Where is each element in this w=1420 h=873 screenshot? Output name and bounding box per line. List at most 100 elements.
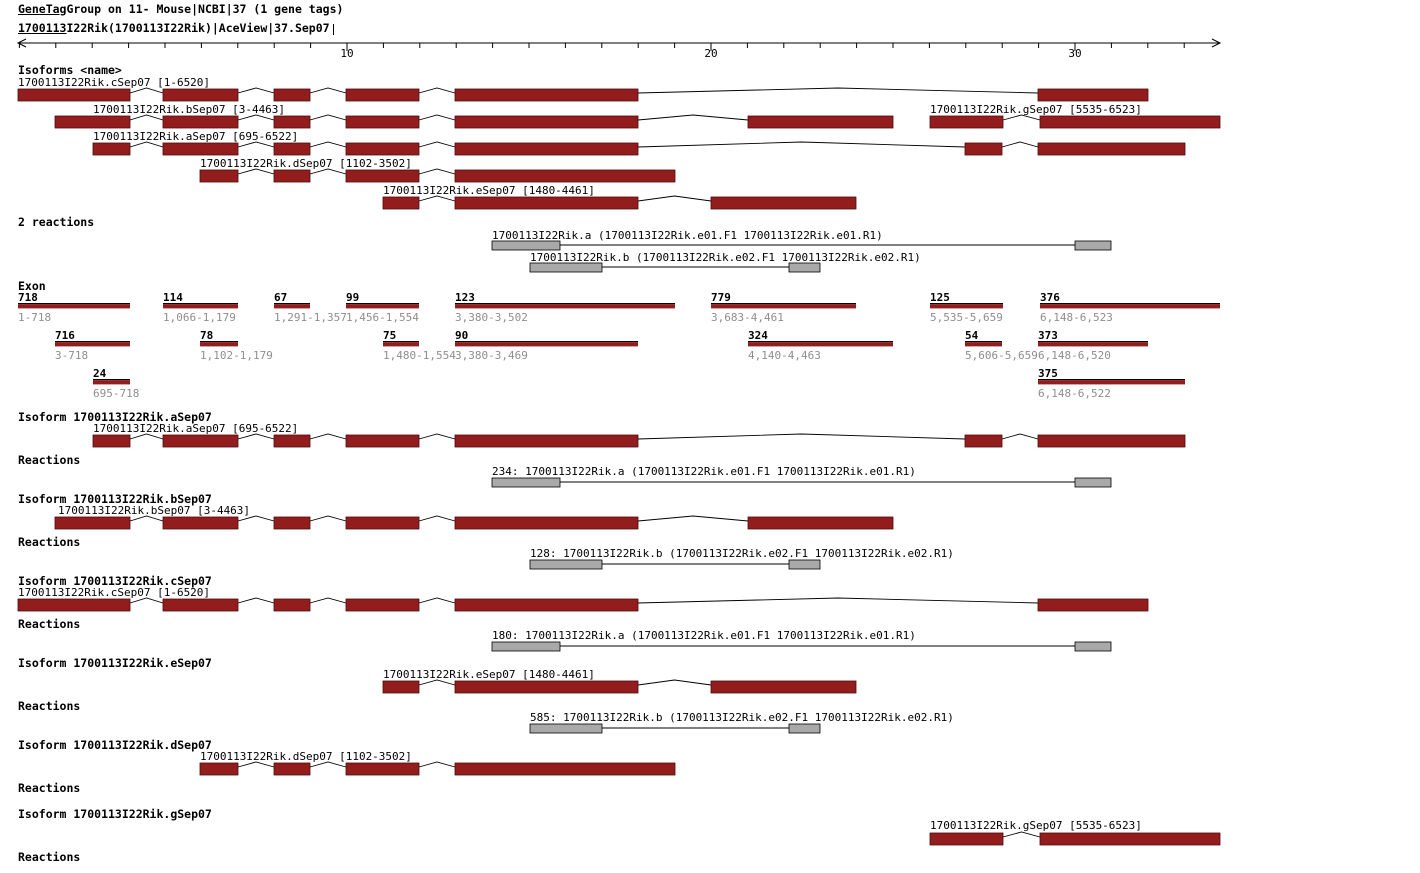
- exon-box-g[interactable]: [1039, 115, 1221, 129]
- reaction-primer-box-e02[interactable]: [788, 559, 821, 570]
- reaction-primer-box-e01[interactable]: [491, 641, 561, 652]
- exon-box-b[interactable]: [162, 115, 239, 129]
- exon-box-b[interactable]: [54, 516, 131, 530]
- reaction-primer-box-e01[interactable]: [1074, 240, 1112, 251]
- exon-box-a[interactable]: [92, 434, 131, 448]
- isoform-label-b[interactable]: 1700113I22Rik.bSep07 [3-4463]: [93, 103, 286, 116]
- reaction-primer-box-e01[interactable]: [1074, 641, 1112, 652]
- reactions-heading-b: Reactions: [18, 535, 81, 549]
- exon-box-e[interactable]: [454, 196, 639, 210]
- reaction-label-e02[interactable]: 1700113I22Rik.b (1700113I22Rik.e02.F1 17…: [530, 251, 921, 264]
- exon-box-g[interactable]: [929, 832, 1004, 846]
- exon-box-c[interactable]: [1037, 88, 1149, 102]
- exon-box-b[interactable]: [54, 115, 131, 129]
- exon-box-c[interactable]: [162, 88, 239, 102]
- isoform-label-c[interactable]: 1700113I22Rik.cSep07 [1-6520]: [18, 76, 211, 89]
- exon-box-c[interactable]: [345, 598, 420, 612]
- exon-box-c[interactable]: [1037, 598, 1149, 612]
- exon-box-b[interactable]: [345, 516, 420, 530]
- exon-box-d[interactable]: [199, 762, 239, 776]
- reaction-primer-box-e02[interactable]: [529, 723, 603, 734]
- exon-box-d[interactable]: [454, 169, 676, 183]
- exon-box-a[interactable]: [273, 142, 311, 156]
- exon-bar: [383, 342, 419, 347]
- exon-box-d[interactable]: [345, 169, 420, 183]
- exon-box-b[interactable]: [273, 115, 311, 129]
- genetag-group-link[interactable]: GeneTag: [18, 2, 67, 16]
- exon-box-a[interactable]: [345, 142, 420, 156]
- exon-box-a[interactable]: [1037, 142, 1186, 156]
- exon-box-d[interactable]: [454, 762, 676, 776]
- isoform-label-g[interactable]: 1700113I22Rik.gSep07 [5535-6523]: [930, 103, 1142, 116]
- isoform-label-g[interactable]: 1700113I22Rik.gSep07 [5535-6523]: [930, 819, 1142, 832]
- isoform-label-a[interactable]: 1700113I22Rik.aSep07 [695-6522]: [93, 422, 299, 435]
- exon-box-b[interactable]: [747, 115, 894, 129]
- exon-box-a[interactable]: [273, 434, 311, 448]
- exon-bar: [711, 304, 856, 309]
- reaction-primer-box-e02[interactable]: [788, 723, 821, 734]
- isoform-label-b[interactable]: 1700113I22Rik.bSep07 [3-4463]: [58, 504, 251, 517]
- exon-box-c[interactable]: [162, 598, 239, 612]
- exon-box-a[interactable]: [92, 142, 131, 156]
- isoform-label-d[interactable]: 1700113I22Rik.dSep07 [1102-3502]: [200, 157, 412, 170]
- exon-box-a[interactable]: [964, 434, 1003, 448]
- exon-box-e[interactable]: [710, 680, 857, 694]
- reaction-primer-box-e01[interactable]: [491, 240, 561, 251]
- isoform-label-a[interactable]: 1700113I22Rik.aSep07 [695-6522]: [93, 130, 299, 143]
- exon-box-e[interactable]: [382, 196, 420, 210]
- exon-range: 1,291-1,357: [274, 311, 347, 324]
- exon-box-a[interactable]: [1037, 434, 1186, 448]
- exon-box-d[interactable]: [199, 169, 239, 183]
- exon-box-b[interactable]: [454, 516, 639, 530]
- exon-box-a[interactable]: [162, 434, 239, 448]
- reaction-primer-box-e02[interactable]: [788, 262, 821, 273]
- exon-box-c[interactable]: [17, 598, 131, 612]
- isoform-g-heading: Isoform 1700113I22Rik.gSep07: [18, 807, 212, 821]
- exon-length: 375: [1038, 367, 1058, 380]
- exon-box-b[interactable]: [454, 115, 639, 129]
- reaction-label-e01[interactable]: 234: 1700113I22Rik.a (1700113I22Rik.e01.…: [492, 465, 916, 478]
- exon-box-c[interactable]: [273, 88, 311, 102]
- exon-box-a[interactable]: [964, 142, 1003, 156]
- exon-box-d[interactable]: [273, 169, 311, 183]
- exon-box-e[interactable]: [710, 196, 857, 210]
- isoform-label-e[interactable]: 1700113I22Rik.eSep07 [1480-4461]: [383, 184, 595, 197]
- reaction-label-e01[interactable]: 180: 1700113I22Rik.a (1700113I22Rik.e01.…: [492, 629, 916, 642]
- reaction-label-e02[interactable]: 585: 1700113I22Rik.b (1700113I22Rik.e02.…: [530, 711, 954, 724]
- exon-box-c[interactable]: [454, 598, 639, 612]
- exon-box-e[interactable]: [382, 680, 420, 694]
- exon-box-a[interactable]: [454, 434, 639, 448]
- exon-box-e[interactable]: [454, 680, 639, 694]
- exon-range: 6,148-6,522: [1038, 387, 1111, 400]
- intron-line: [309, 597, 347, 604]
- exon-box-a[interactable]: [454, 142, 639, 156]
- isoform-label-c[interactable]: 1700113I22Rik.cSep07 [1-6520]: [18, 586, 211, 599]
- reaction-primer-box-e02[interactable]: [529, 559, 603, 570]
- exon-box-g[interactable]: [1039, 832, 1221, 846]
- reaction-label-e02[interactable]: 128: 1700113I22Rik.b (1700113I22Rik.e02.…: [530, 547, 954, 560]
- exon-box-c[interactable]: [454, 88, 639, 102]
- reaction-label-e01[interactable]: 1700113I22Rik.a (1700113I22Rik.e01.F1 17…: [492, 229, 883, 242]
- reaction-primer-box-e01[interactable]: [491, 477, 561, 488]
- exon-length: 716: [55, 329, 75, 342]
- exon-box-a[interactable]: [345, 434, 420, 448]
- exon-box-b[interactable]: [273, 516, 311, 530]
- gene-link[interactable]: 1700113: [18, 21, 67, 35]
- exon-box-g[interactable]: [929, 115, 1004, 129]
- exon-box-b[interactable]: [345, 115, 420, 129]
- reaction-primer-box-e01[interactable]: [1074, 477, 1112, 488]
- exon-box-c[interactable]: [273, 598, 311, 612]
- exon-bar: [200, 342, 238, 347]
- exon-box-d[interactable]: [273, 762, 311, 776]
- header-line1-rest: Group on 11- Mouse|NCBI|37 (1 gene tags): [66, 2, 344, 16]
- exon-box-d[interactable]: [345, 762, 420, 776]
- exon-bar-top: [163, 303, 238, 305]
- exon-box-c[interactable]: [17, 88, 131, 102]
- exon-box-b[interactable]: [162, 516, 239, 530]
- isoform-label-d[interactable]: 1700113I22Rik.dSep07 [1102-3502]: [200, 750, 412, 763]
- isoform-label-e[interactable]: 1700113I22Rik.eSep07 [1480-4461]: [383, 668, 595, 681]
- reaction-primer-box-e02[interactable]: [529, 262, 603, 273]
- exon-box-c[interactable]: [345, 88, 420, 102]
- exon-box-a[interactable]: [162, 142, 239, 156]
- exon-box-b[interactable]: [747, 516, 894, 530]
